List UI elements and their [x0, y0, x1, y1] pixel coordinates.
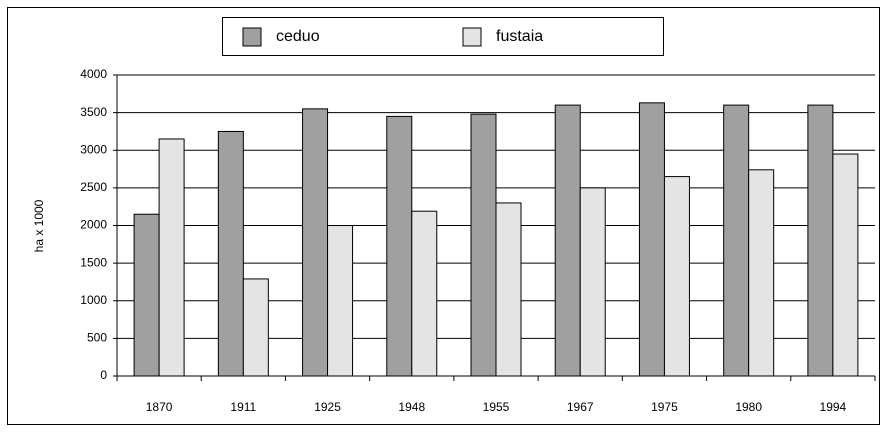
y-tick-label: 3000: [80, 142, 107, 156]
x-tick-label: 1948: [398, 400, 425, 414]
bar: [495, 202, 522, 377]
legend-swatch: [462, 27, 482, 47]
y-tick-label: 3500: [80, 105, 107, 119]
bar: [411, 210, 438, 377]
bar: [470, 113, 497, 377]
chart-border: [7, 7, 880, 425]
y-tick-label: 500: [87, 331, 107, 345]
bar: [217, 130, 244, 377]
y-tick-label: 1000: [80, 293, 107, 307]
y-axis-label: ha x 1000: [32, 199, 46, 252]
bar: [133, 213, 160, 377]
legend-swatch: [242, 27, 262, 47]
bar: [807, 104, 834, 377]
y-tick-label: 2000: [80, 218, 107, 232]
bar: [242, 278, 269, 377]
bar: [386, 115, 413, 377]
x-tick-label: 1967: [567, 400, 594, 414]
y-tick-label: 0: [100, 368, 107, 382]
y-tick-label: 2500: [80, 180, 107, 194]
bar: [748, 169, 775, 377]
x-tick-label: 1980: [735, 400, 762, 414]
x-tick-label: 1994: [820, 400, 847, 414]
x-tick-label: 1975: [651, 400, 678, 414]
x-tick-label: 1955: [483, 400, 510, 414]
bar: [302, 108, 329, 377]
x-tick-label: 1925: [314, 400, 341, 414]
x-tick-label: 1870: [146, 400, 173, 414]
bar: [663, 176, 690, 377]
legend-label: ceduo: [276, 28, 320, 45]
bar: [723, 104, 750, 377]
bar: [158, 138, 185, 377]
bar: [832, 153, 859, 377]
legend-label: fustaia: [496, 28, 543, 45]
y-tick-label: 4000: [80, 67, 107, 81]
bar: [554, 104, 581, 377]
bar: [327, 225, 354, 377]
x-tick-label: 1911: [230, 400, 256, 414]
bar: [579, 187, 606, 377]
y-tick-label: 1500: [80, 255, 107, 269]
bar: [638, 102, 665, 377]
legend-box: [222, 17, 664, 56]
